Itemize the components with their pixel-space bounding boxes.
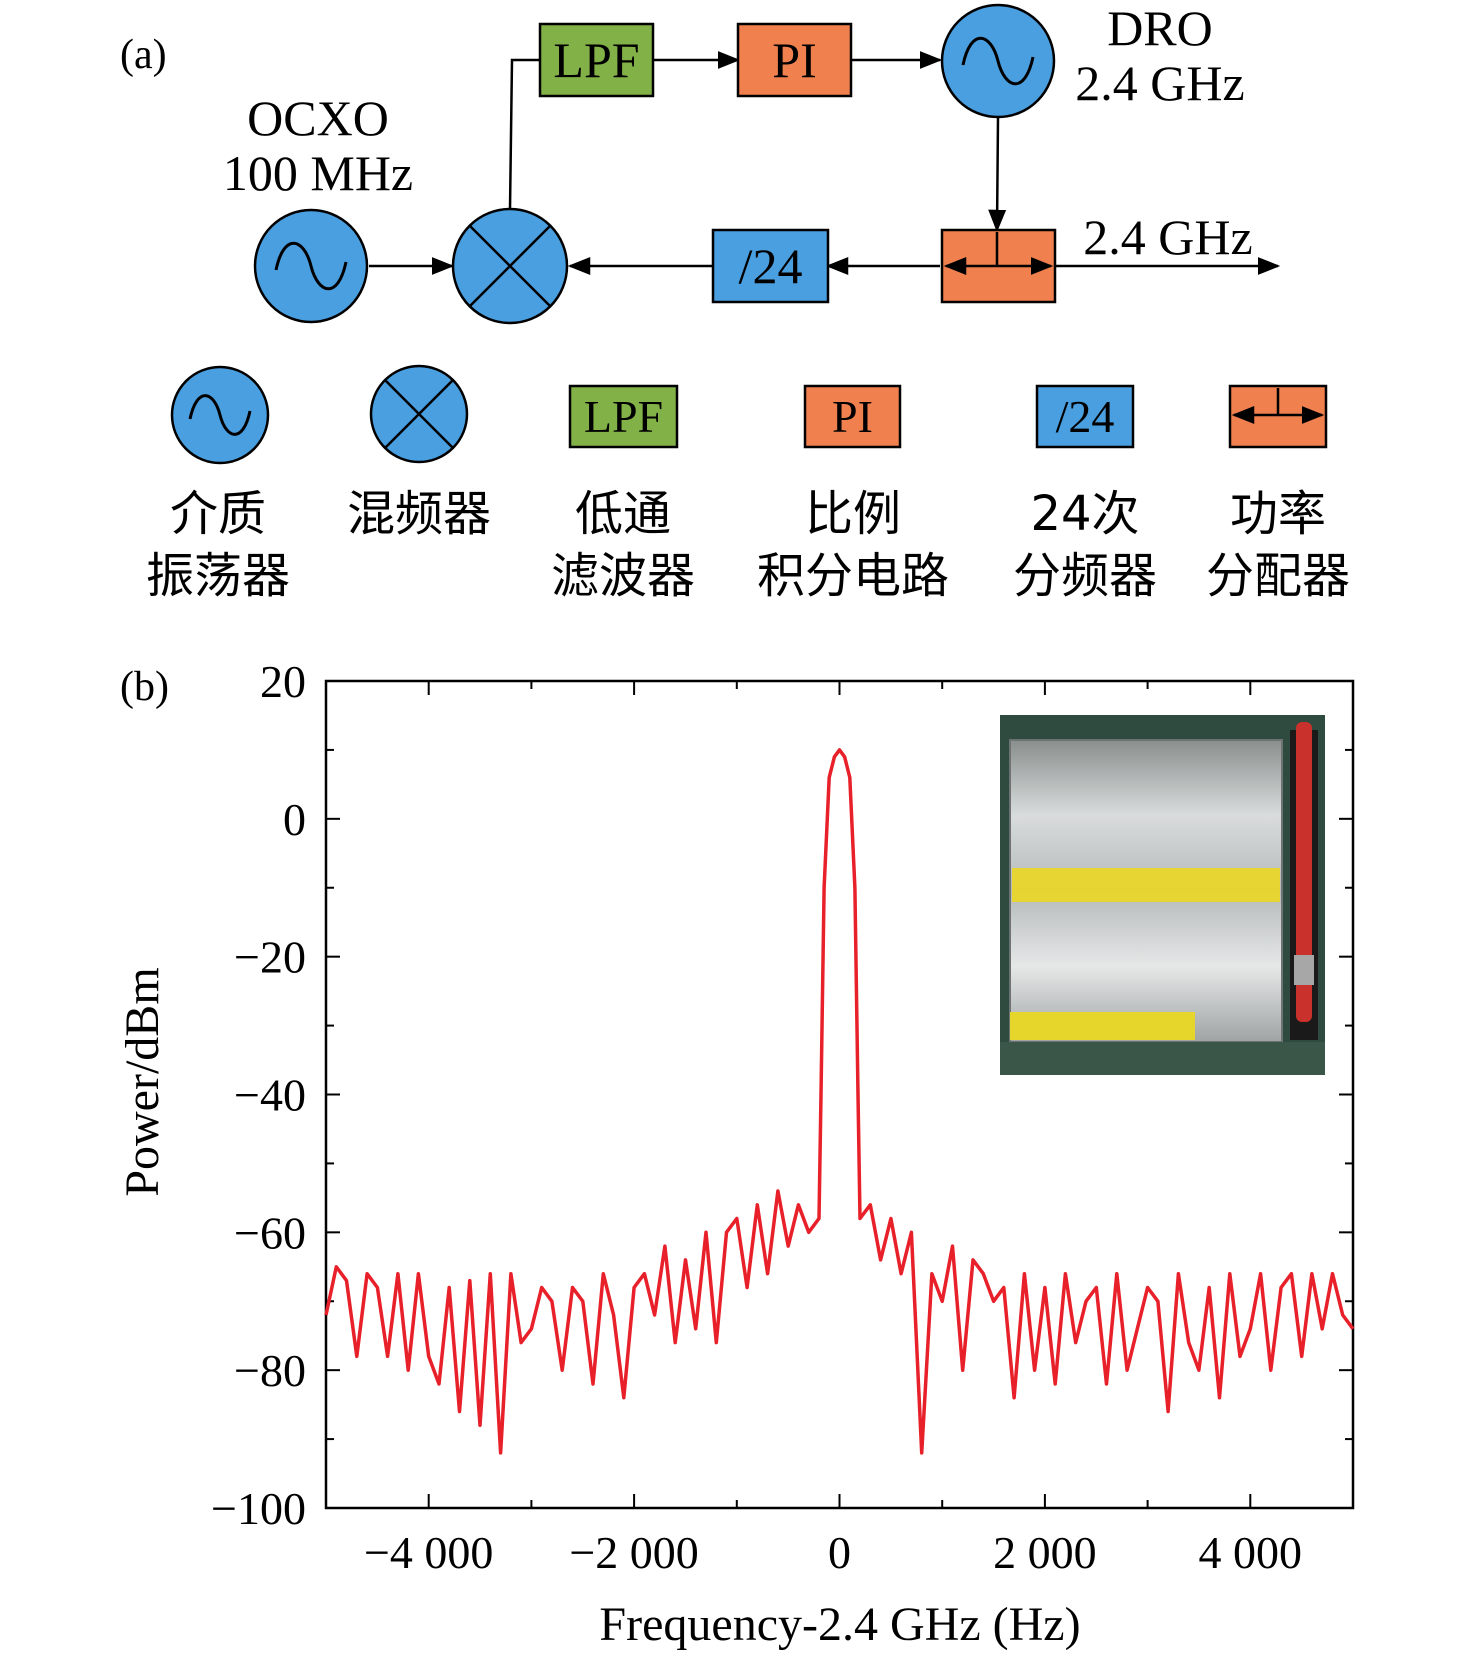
signal-paths — [369, 51, 1281, 275]
lpf-block — [538, 22, 655, 98]
y-tick-label: −80 — [234, 1345, 306, 1396]
ocxo-frequency: 100 MHz — [223, 145, 413, 201]
x-tick-label: 2 000 — [993, 1527, 1097, 1578]
y-tick-label: 0 — [283, 794, 306, 845]
mixer-icon — [451, 207, 569, 325]
legend-lpf-line1: 低通 — [575, 486, 671, 542]
y-tick-label: −100 — [211, 1483, 306, 1534]
y-tick-labels: 20 0 −20 −40 −60 −80 −100 — [211, 656, 306, 1534]
dro-to-splitter-line — [988, 117, 1007, 233]
legend-pi-line2: 积分电路 — [757, 548, 949, 604]
power-splitter-block — [940, 228, 1057, 304]
legend-oscillator-icon — [170, 365, 270, 465]
inset-device-photo — [1000, 715, 1325, 1075]
output-frequency-label: 2.4 GHz — [1083, 209, 1252, 265]
spectrum-chart: 20 0 −20 −40 −60 −80 −100 −4 000 −2 000 0 2 000 4 … — [211, 656, 1355, 1578]
legend-divider-block — [1035, 384, 1135, 449]
y-tick-label: −20 — [234, 932, 306, 983]
legend-mixer-line1: 混频器 — [347, 486, 491, 542]
legend-oscillator-line1: 介质 — [170, 486, 266, 542]
panel-a-label: (a) — [120, 32, 167, 78]
legend-lpf-text: LPF — [584, 391, 663, 442]
divider-block-text: /24 — [739, 238, 803, 294]
legend-lpf-line2: 滤波器 — [551, 548, 695, 604]
spectrum-trace — [324, 748, 1355, 1455]
x-tick-labels: −4 000 −2 000 0 2 000 4 000 — [364, 1527, 1302, 1578]
y-axis-title: Power/dBm — [116, 967, 169, 1196]
x-tick-label: 0 — [828, 1527, 851, 1578]
x-axis-title: Frequency-2.4 GHz (Hz) — [599, 1598, 1080, 1651]
y-tick-label: −40 — [234, 1070, 306, 1121]
dro-oscillator-icon — [940, 3, 1056, 119]
legend-divider-text: /24 — [1056, 391, 1115, 442]
dro-name: DRO — [1107, 0, 1213, 56]
x-tick-label: 4 000 — [1199, 1527, 1303, 1578]
y-tick-label: 20 — [260, 656, 306, 707]
dro-frequency: 2.4 GHz — [1075, 55, 1244, 111]
legend: 介质 振荡器 混频器 LPF 低通 滤波器 PI 比例 积分电路 /24 24次… — [146, 364, 1350, 604]
y-tick-label: −60 — [234, 1207, 306, 1258]
legend-pi-line1: 比例 — [805, 486, 901, 542]
legend-pi-text: PI — [832, 391, 873, 442]
ocxo-name: OCXO — [247, 90, 389, 146]
legend-lpf-block — [568, 384, 679, 449]
legend-oscillator-line2: 振荡器 — [146, 548, 290, 604]
ocxo-oscillator-icon — [253, 208, 369, 324]
mixer-to-lpf-line — [508, 58, 540, 210]
pi-block — [736, 22, 853, 98]
lpf-block-text: LPF — [553, 32, 639, 88]
legend-splitter-line1: 功率 — [1230, 486, 1326, 542]
legend-mixer-icon — [369, 364, 469, 464]
pi-block-text: PI — [772, 32, 816, 88]
legend-divider-line1: 24次 — [1030, 486, 1139, 542]
legend-splitter-line2: 分配器 — [1206, 548, 1350, 604]
x-tick-label: −4 000 — [364, 1527, 493, 1578]
panel-b-label: (b) — [120, 664, 169, 710]
axis-ticks — [325, 680, 1354, 1509]
legend-divider-line2: 分频器 — [1013, 548, 1157, 604]
legend-splitter-block — [1228, 384, 1328, 449]
x-tick-label: −2 000 — [569, 1527, 698, 1578]
legend-pi-block — [803, 384, 902, 449]
divider-block — [711, 228, 830, 304]
